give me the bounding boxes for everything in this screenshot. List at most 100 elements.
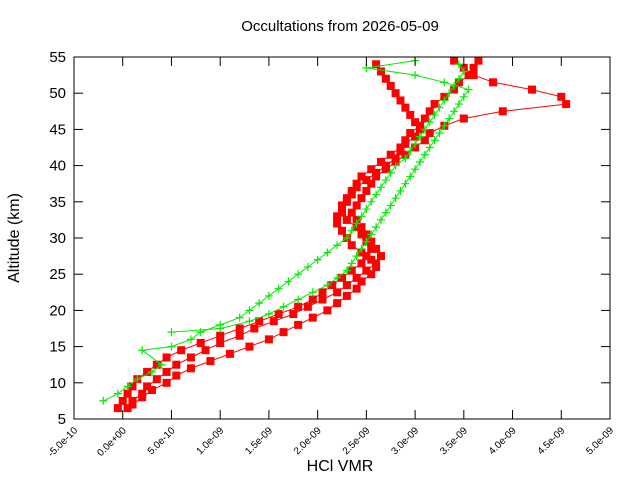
data-point (357, 230, 366, 239)
data-point (562, 100, 571, 109)
data-point (386, 168, 395, 177)
data-point (381, 176, 390, 185)
data-point (245, 342, 254, 351)
data-point (245, 317, 254, 326)
y-tick-label: 30 (49, 230, 66, 247)
data-point (138, 393, 147, 402)
y-tick-label: 50 (49, 85, 66, 102)
data-point (342, 291, 351, 300)
data-point (381, 74, 390, 83)
data-point (308, 288, 317, 297)
y-tick-label: 40 (49, 158, 66, 175)
data-point (498, 107, 507, 116)
data-point (464, 71, 473, 80)
data-point (352, 183, 361, 192)
data-point (459, 67, 468, 76)
data-point (376, 67, 385, 76)
data-point (381, 161, 390, 170)
data-point (338, 226, 346, 235)
data-point (342, 234, 351, 242)
data-point (376, 157, 385, 166)
data-point (411, 165, 420, 174)
data-point (401, 179, 410, 188)
data-point (333, 241, 342, 250)
x-tick-label: 4.5e-09 (536, 425, 568, 457)
data-point (420, 150, 429, 159)
data-point (362, 237, 371, 246)
data-point (152, 360, 161, 369)
data-point (372, 190, 381, 199)
data-point (123, 404, 132, 413)
y-tick-label: 55 (49, 49, 66, 66)
data-point (308, 295, 317, 304)
data-point (347, 190, 356, 199)
data-point (347, 241, 356, 250)
data-point (376, 252, 385, 261)
data-point (294, 320, 303, 329)
series-line (117, 60, 479, 409)
data-point (342, 215, 351, 224)
data-point (279, 328, 288, 337)
data-point (245, 306, 254, 315)
data-point (323, 306, 332, 315)
data-point (406, 147, 415, 156)
data-point (459, 114, 468, 123)
data-point (381, 208, 390, 217)
data-point (342, 281, 351, 290)
data-point (367, 230, 376, 239)
data-point (357, 244, 366, 253)
data-point (162, 353, 171, 362)
data-point (235, 324, 244, 333)
data-point (367, 179, 376, 188)
data-point (435, 129, 444, 138)
data-point (474, 56, 483, 65)
data-point (303, 262, 312, 271)
data-point (99, 396, 108, 405)
data-point (216, 324, 225, 333)
series-layer (99, 56, 571, 413)
data-point (235, 313, 244, 322)
data-point (352, 252, 361, 261)
data-point (269, 317, 278, 326)
data-point (415, 157, 424, 166)
data-point (469, 71, 478, 80)
data-point (372, 60, 381, 69)
x-tick-label: 5.0e-09 (584, 425, 616, 457)
data-point (415, 125, 424, 134)
data-point (323, 281, 332, 290)
data-point (420, 114, 429, 123)
data-point (396, 96, 405, 105)
data-point (445, 114, 454, 123)
data-point (450, 107, 459, 116)
data-point (372, 244, 381, 253)
data-point (196, 338, 205, 347)
data-point (454, 60, 463, 69)
data-point (386, 150, 395, 159)
data-point (338, 273, 346, 282)
data-point (338, 205, 346, 214)
y-tick-label: 25 (49, 266, 66, 283)
chart-title: Occultations from 2026-05-09 (241, 18, 439, 35)
data-point (186, 364, 195, 373)
data-point (118, 396, 127, 405)
data-point (143, 367, 152, 376)
y-tick-label: 20 (49, 302, 66, 319)
series-red-squares (113, 56, 571, 413)
data-point (342, 266, 351, 275)
data-point (528, 85, 537, 94)
data-point (420, 136, 429, 145)
data-point (367, 165, 376, 174)
data-point (372, 168, 381, 177)
data-point (123, 382, 132, 391)
data-point (113, 404, 122, 413)
data-point (357, 259, 366, 268)
data-point (386, 81, 395, 90)
data-point (367, 244, 376, 253)
y-tick-label: 15 (49, 339, 66, 356)
data-point (347, 266, 356, 275)
y-tick-label: 35 (49, 194, 66, 211)
data-point (318, 295, 327, 304)
data-point (186, 353, 195, 362)
data-point (274, 284, 283, 293)
data-point (430, 136, 439, 145)
